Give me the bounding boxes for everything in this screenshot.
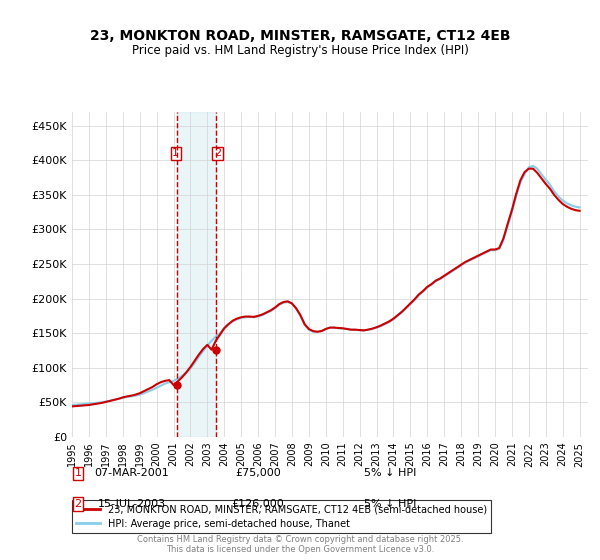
Text: Contains HM Land Registry data © Crown copyright and database right 2025.
This d: Contains HM Land Registry data © Crown c… (137, 535, 463, 554)
Text: 2: 2 (74, 499, 82, 509)
Text: 5% ↓ HPI: 5% ↓ HPI (364, 468, 416, 478)
Legend: 23, MONKTON ROAD, MINSTER, RAMSGATE, CT12 4EB (semi-detached house), HPI: Averag: 23, MONKTON ROAD, MINSTER, RAMSGATE, CT1… (72, 500, 491, 533)
Bar (176, 112, 217, 437)
Text: 15-JUL-2003: 15-JUL-2003 (98, 499, 166, 509)
Text: 5% ↓ HPI: 5% ↓ HPI (364, 499, 416, 509)
Text: 1: 1 (74, 468, 82, 478)
Text: 07-MAR-2001: 07-MAR-2001 (95, 468, 169, 478)
Text: 2: 2 (214, 148, 221, 158)
Text: 23, MONKTON ROAD, MINSTER, RAMSGATE, CT12 4EB: 23, MONKTON ROAD, MINSTER, RAMSGATE, CT1… (90, 29, 510, 44)
Text: £126,000: £126,000 (232, 499, 284, 509)
Text: 1: 1 (172, 148, 179, 158)
Text: Price paid vs. HM Land Registry's House Price Index (HPI): Price paid vs. HM Land Registry's House … (131, 44, 469, 57)
Text: £75,000: £75,000 (235, 468, 281, 478)
